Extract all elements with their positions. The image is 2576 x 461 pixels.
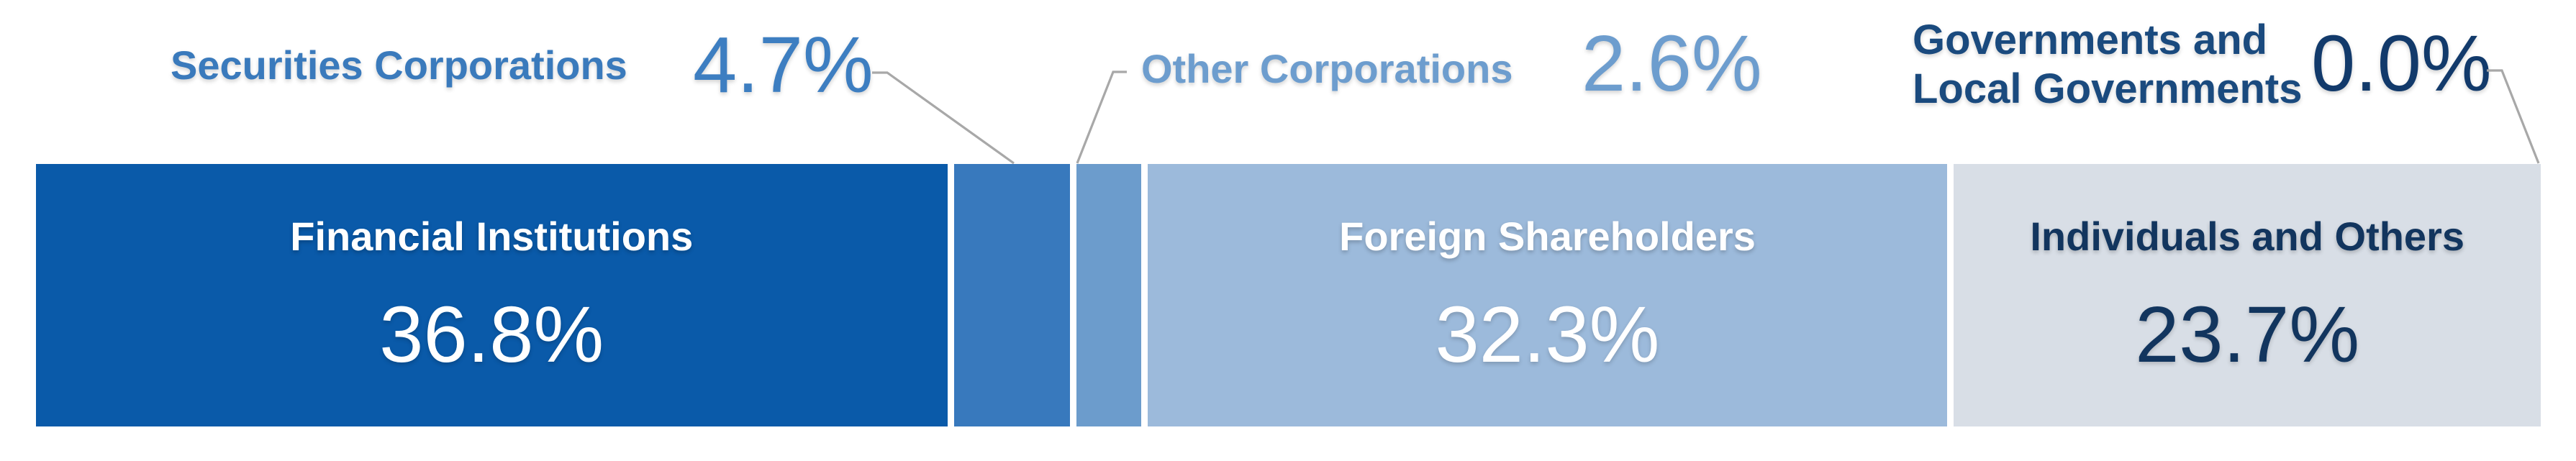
other-corporations-value: 2.6% bbox=[1582, 19, 1762, 108]
governments-label: Governments and Local Governments bbox=[1913, 17, 2303, 112]
segment-value: 36.8% bbox=[379, 290, 604, 379]
segment-financial-institutions: Financial Institutions 36.8% bbox=[36, 164, 948, 426]
segment-value: 23.7% bbox=[2135, 290, 2360, 379]
leader-line-governments bbox=[2487, 69, 2540, 164]
segment-securities-corporations bbox=[953, 164, 1071, 426]
leader-line-securities bbox=[872, 71, 1015, 165]
segment-label: Financial Institutions bbox=[290, 213, 694, 259]
leader-line-other-corporations bbox=[1076, 70, 1127, 164]
segment-foreign-shareholders: Foreign Shareholders 32.3% bbox=[1147, 164, 1948, 426]
segment-label: Foreign Shareholders bbox=[1339, 213, 1756, 259]
segment-other-corporations bbox=[1076, 164, 1141, 426]
securities-corporations-value: 4.7% bbox=[693, 21, 874, 109]
securities-corporations-label: Securities Corporations bbox=[171, 42, 627, 88]
segment-value: 32.3% bbox=[1435, 290, 1660, 379]
governments-value: 0.0% bbox=[2311, 19, 2492, 108]
segment-label: Individuals and Others bbox=[2030, 213, 2465, 259]
segment-individuals-and-others: Individuals and Others 23.7% bbox=[1954, 164, 2541, 426]
stacked-bar: Financial Institutions 36.8% Foreign Sha… bbox=[36, 164, 2541, 426]
other-corporations-label: Other Corporations bbox=[1141, 46, 1513, 91]
